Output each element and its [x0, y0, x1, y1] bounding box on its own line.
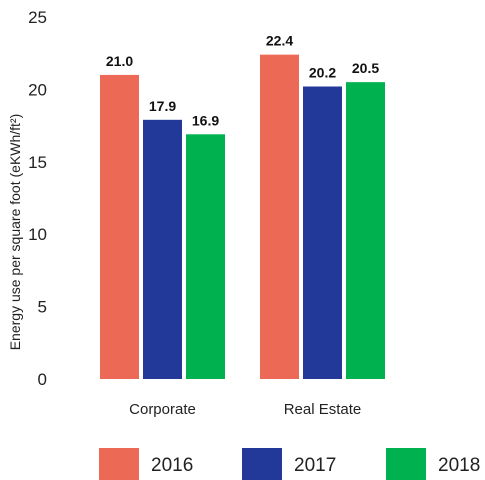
- y-tick-label: 10: [28, 225, 47, 244]
- y-tick-label: 5: [38, 298, 47, 317]
- y-tick-label: 0: [38, 370, 47, 389]
- legend-label: 2017: [294, 455, 336, 476]
- value-label: 22.4: [266, 33, 293, 49]
- bars: [100, 54, 385, 380]
- value-label: 20.2: [309, 65, 336, 81]
- y-axis-label: Energy use per square foot (eKWh/ft²): [7, 114, 23, 351]
- bar-2016-real-estate: [260, 54, 299, 379]
- y-axis-ticks: 0 5 10 15 20 25: [28, 8, 47, 389]
- bar-2018-real-estate: [346, 82, 385, 379]
- bar-2016-corporate: [100, 74, 139, 380]
- y-tick-label: 15: [28, 153, 47, 172]
- category-labels: Corporate Real Estate: [129, 401, 361, 418]
- legend: 2016 2017 2018: [99, 448, 480, 480]
- legend-label: 2016: [151, 455, 193, 476]
- category-label: Real Estate: [284, 401, 362, 418]
- legend-swatch-2017: [242, 448, 282, 480]
- legend-swatch-2016: [99, 448, 139, 480]
- legend-label: 2018: [438, 455, 480, 476]
- legend-swatch-2018: [386, 448, 426, 480]
- bar-2017-real-estate: [303, 86, 342, 379]
- value-label: 17.9: [149, 98, 176, 114]
- y-tick-label: 20: [28, 80, 47, 99]
- value-label: 21.0: [106, 53, 133, 69]
- value-label: 16.9: [192, 112, 219, 128]
- value-label: 20.5: [352, 60, 379, 76]
- category-label: Corporate: [129, 401, 196, 418]
- value-labels: 21.0 17.9 16.9 22.4 20.2 20.5: [106, 33, 379, 129]
- bar-2017-corporate: [143, 119, 182, 380]
- y-tick-label: 25: [28, 8, 47, 27]
- bar-2018-corporate: [186, 134, 225, 379]
